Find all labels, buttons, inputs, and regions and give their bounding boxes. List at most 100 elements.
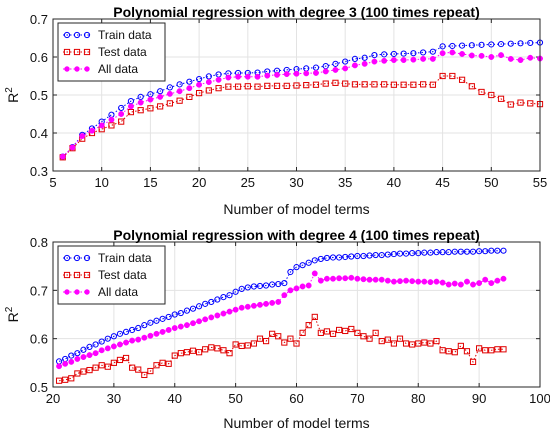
series-all-data — [56, 270, 507, 370]
data-point — [351, 55, 359, 63]
data-point — [396, 335, 404, 342]
data-point — [322, 68, 329, 75]
data-point — [165, 360, 172, 367]
data-point — [371, 58, 378, 65]
x-tick-label: 50 — [484, 175, 498, 190]
y-tick-label: 0.3 — [30, 164, 48, 179]
data-point — [421, 249, 428, 256]
data-point — [98, 362, 105, 369]
data-point — [264, 82, 271, 89]
data-point — [118, 111, 125, 117]
data-point — [469, 358, 477, 365]
data-point — [79, 133, 86, 139]
data-point — [135, 336, 142, 343]
data-point — [269, 281, 276, 288]
x-tick-label: 40 — [387, 175, 401, 190]
data-point — [116, 356, 124, 364]
data-point — [400, 50, 407, 57]
legend-marker — [83, 271, 91, 279]
x-tick-label: 10 — [94, 175, 108, 190]
data-point — [476, 248, 483, 255]
data-point — [400, 81, 407, 88]
data-point — [457, 342, 464, 350]
x-axis-label: Number of model terms — [223, 201, 369, 217]
data-point — [329, 330, 337, 337]
y-tick-label: 0.8 — [30, 235, 48, 250]
data-point — [381, 51, 388, 58]
data-point — [159, 315, 166, 322]
data-point — [299, 329, 306, 336]
data-point — [415, 340, 422, 347]
data-point — [463, 248, 471, 255]
data-point — [250, 302, 257, 309]
data-point — [311, 257, 318, 264]
data-point — [177, 309, 184, 317]
data-point — [275, 333, 282, 340]
data-point — [381, 57, 388, 64]
data-point — [293, 264, 300, 271]
data-point — [336, 326, 343, 334]
data-point — [68, 352, 75, 359]
legend-item: Train data — [63, 28, 152, 42]
data-point — [402, 340, 410, 347]
data-point — [354, 329, 361, 336]
data-point — [89, 127, 95, 134]
data-point — [108, 122, 115, 129]
data-point — [332, 66, 339, 73]
legend-marker — [64, 289, 70, 295]
data-point — [135, 324, 142, 332]
data-point — [283, 82, 290, 89]
data-point — [372, 329, 379, 336]
data-point — [137, 99, 144, 106]
data-point — [256, 282, 264, 290]
data-point — [244, 342, 251, 349]
data-point — [214, 345, 221, 352]
data-point — [449, 72, 456, 80]
data-point — [147, 319, 154, 326]
data-point — [250, 283, 257, 290]
y-tick-label: 0.6 — [30, 50, 48, 65]
data-point — [116, 330, 124, 337]
data-point — [153, 330, 160, 337]
data-point — [250, 340, 257, 347]
legend-label: All data — [98, 285, 138, 299]
data-point — [205, 87, 212, 94]
legend-marker — [63, 254, 71, 262]
x-tick-label: 70 — [350, 391, 364, 406]
data-point — [482, 276, 489, 283]
x-tick-label: 5 — [49, 175, 56, 190]
series-all-data — [59, 49, 543, 160]
data-point — [451, 349, 458, 356]
data-point — [439, 43, 446, 50]
data-point — [500, 275, 507, 282]
series-line — [62, 42, 541, 157]
chart-2: 20 30 40 50 60 70 80 90 100 0.5 0.6 0.7 0.8 Train dat… — [4, 227, 550, 431]
data-point — [238, 342, 245, 350]
data-point — [400, 57, 407, 63]
series-line — [58, 250, 504, 362]
data-point — [80, 354, 87, 360]
data-point — [488, 54, 495, 60]
x-tick-label: 15 — [143, 175, 157, 190]
legend-marker — [74, 66, 80, 72]
data-point — [226, 292, 233, 299]
data-point — [410, 56, 417, 63]
data-point — [135, 366, 142, 373]
data-point — [62, 360, 69, 367]
data-point — [189, 347, 197, 354]
data-point — [469, 248, 477, 255]
legend-item: Test data — [63, 268, 147, 282]
data-point — [439, 249, 446, 256]
data-point — [323, 275, 330, 282]
data-point — [527, 100, 534, 107]
data-point — [74, 370, 81, 377]
legend-marker — [74, 289, 80, 295]
plot-frame — [52, 241, 541, 388]
data-point — [348, 253, 355, 260]
data-point — [445, 281, 452, 288]
data-point — [127, 103, 134, 110]
data-point — [378, 251, 385, 259]
data-point — [470, 281, 476, 288]
data-point — [262, 282, 270, 289]
data-point — [381, 81, 388, 88]
